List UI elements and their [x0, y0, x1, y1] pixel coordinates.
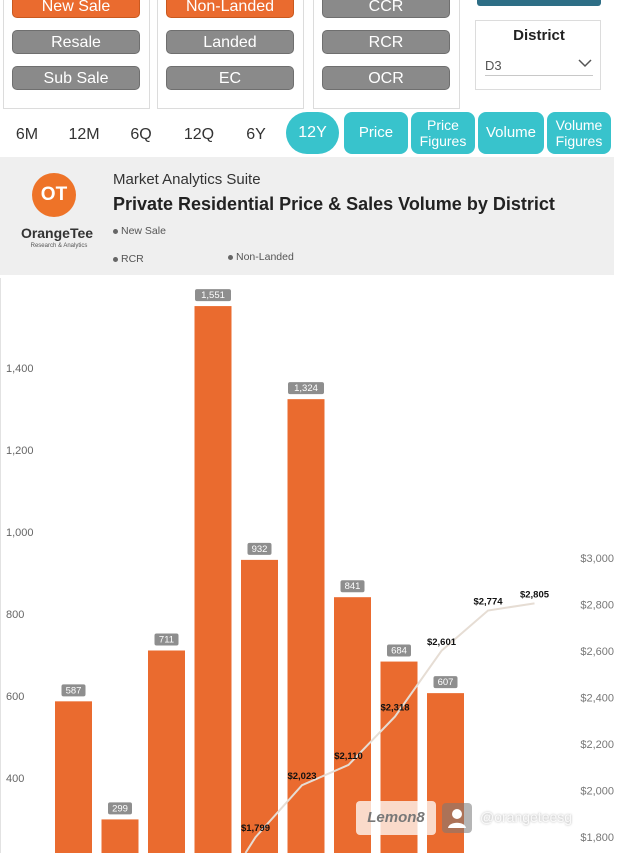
volume-bar	[287, 399, 325, 853]
volume-bar	[55, 701, 92, 853]
lemon8-handle: @orangeteesg	[480, 809, 573, 825]
tab-12m[interactable]: 12M	[68, 126, 100, 143]
sale-type-panel: New Sale Resale Sub Sale	[3, 0, 150, 109]
bar-data-label: 587	[66, 685, 82, 696]
sub-sale-button[interactable]: Sub Sale	[12, 66, 140, 90]
tab-6q[interactable]: 6Q	[130, 126, 152, 143]
price-data-label: $2,023	[287, 771, 316, 782]
logo-mark: OT	[32, 173, 76, 217]
volume-view-button[interactable]: Volume	[478, 112, 544, 154]
volume-figures-view-label: Volume Figures	[555, 117, 603, 149]
district-slicer[interactable]: District D3	[475, 20, 601, 90]
top-action-button[interactable]	[477, 0, 601, 6]
bar-label-bg	[433, 676, 458, 689]
price-volume-chart: 587 299 711 1,551 932 1,324 841 684 607 $1,799 $2…	[0, 278, 614, 853]
legend-rcr: RCR	[113, 253, 144, 265]
bar-label-bg	[288, 382, 324, 395]
district-label: District	[513, 27, 565, 44]
suite-name: Market Analytics Suite	[113, 171, 261, 188]
right-axis-tick-label: $1,800	[580, 832, 614, 844]
lemon8-watermark: Lemon8 @orangeteesg	[356, 801, 610, 835]
bar-label-bg	[387, 644, 411, 657]
volume-figures-view-button[interactable]: Volume Figures	[547, 112, 611, 154]
ec-button[interactable]: EC	[166, 66, 294, 90]
legend-new-sale: New Sale	[113, 225, 166, 237]
right-axis-tick-label: $2,800	[580, 600, 614, 612]
price-figures-view-button[interactable]: Price Figures	[411, 112, 475, 154]
volume-bar	[194, 306, 232, 853]
logo-wordmark: OrangeTee	[20, 225, 94, 241]
left-axis-tick-label: 1,000	[6, 527, 34, 539]
left-axis-tick-label: 1,200	[6, 445, 34, 457]
legend-non-landed-label: Non-Landed	[236, 251, 294, 263]
new-sale-button[interactable]: New Sale	[12, 0, 140, 18]
bar-data-label: 299	[112, 803, 128, 814]
resale-button[interactable]: Resale	[12, 30, 140, 54]
tab-6y[interactable]: 6Y	[246, 126, 266, 143]
price-data-label: $2,805	[520, 589, 550, 600]
bar-data-label: 1,324	[294, 383, 318, 394]
chevron-down-icon[interactable]	[578, 59, 592, 68]
non-landed-button[interactable]: Non-Landed	[166, 0, 294, 18]
landed-button[interactable]: Landed	[166, 30, 294, 54]
bar-label-bg	[108, 802, 132, 815]
right-axis-tick-label: $2,000	[580, 786, 614, 798]
tab-6m[interactable]: 6M	[15, 126, 39, 143]
property-type-panel: Non-Landed Landed EC	[157, 0, 304, 109]
price-data-label: $2,110	[334, 751, 363, 762]
price-data-label: $2,774	[473, 597, 503, 608]
price-data-label: $2,318	[380, 703, 409, 714]
bar-data-label: 932	[252, 544, 268, 555]
logo-subtitle: Research & Analytics	[30, 243, 88, 249]
report-title: Private Residential Price & Sales Volume…	[113, 194, 555, 214]
bar-data-label: 841	[345, 581, 361, 592]
volume-view-label: Volume	[485, 124, 537, 141]
volume-bar	[148, 650, 185, 853]
price-data-label: $2,601	[427, 637, 457, 648]
volume-bar	[241, 559, 278, 853]
dropdown-underline	[485, 75, 593, 76]
left-axis-tick-label: 400	[6, 773, 24, 785]
right-axis-tick-label: $3,000	[580, 553, 614, 565]
bar-data-label: 607	[438, 677, 454, 688]
price-data-label: $1,799	[241, 823, 270, 834]
bar-data-label: 711	[159, 634, 174, 645]
legend-non-landed: Non-Landed	[228, 251, 294, 263]
legend-rcr-label: RCR	[121, 253, 144, 265]
district-dropdown-value[interactable]: D3	[485, 58, 502, 73]
region-panel: CCR RCR OCR	[313, 0, 460, 109]
user-avatar	[442, 803, 472, 833]
left-axis-tick-label: 800	[6, 609, 24, 621]
right-axis-tick-label: $2,400	[580, 693, 614, 705]
price-view-button[interactable]: Price	[344, 112, 408, 154]
orangetee-logo: OT OrangeTee Research & Analytics	[20, 169, 96, 259]
tab-12y-active[interactable]: 12Y	[286, 112, 339, 154]
volume-bar	[101, 819, 139, 853]
price-figures-view-label: Price Figures	[419, 117, 467, 149]
left-axis-tick-label: 1,400	[6, 363, 34, 375]
legend-new-sale-label: New Sale	[121, 225, 166, 237]
rcr-button[interactable]: RCR	[322, 30, 450, 54]
ccr-button[interactable]: CCR	[322, 0, 450, 18]
bar-label-bg	[154, 633, 179, 646]
ocr-button[interactable]: OCR	[322, 66, 450, 90]
price-view-label: Price	[358, 124, 394, 141]
left-axis-tick-label: 600	[6, 691, 24, 703]
bar-data-label: 1,551	[201, 290, 225, 301]
price-line	[244, 602, 535, 853]
report-header: OT OrangeTee Research & Analytics Market…	[0, 157, 614, 275]
bar-label-bg	[195, 289, 231, 302]
bar-data-label: 684	[391, 646, 407, 657]
bar-label-bg	[247, 542, 272, 555]
right-axis-tick-label: $2,600	[580, 646, 614, 658]
bar-label-bg	[340, 580, 365, 593]
right-axis-tick-label: $2,200	[580, 739, 614, 751]
user-icon	[448, 809, 466, 828]
bar-label-bg	[61, 684, 86, 697]
lemon8-brand: Lemon8	[356, 801, 436, 835]
tab-12q[interactable]: 12Q	[183, 126, 215, 143]
